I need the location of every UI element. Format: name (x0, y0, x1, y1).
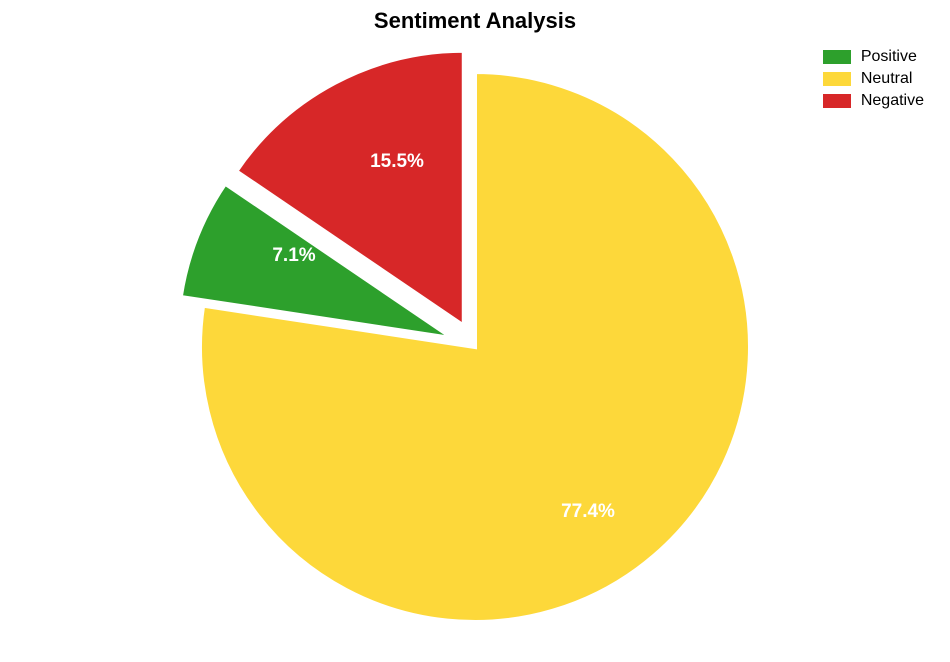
legend-swatch (823, 72, 851, 86)
chart-title: Sentiment Analysis (374, 8, 576, 34)
legend-swatch (823, 50, 851, 64)
legend-swatch (823, 94, 851, 108)
slice-label-negative: 15.5% (370, 151, 424, 172)
legend-label: Neutral (861, 70, 913, 88)
legend-item-positive: Positive (823, 48, 924, 66)
legend-label: Positive (861, 48, 917, 66)
pie-chart: 77.4% 7.1% 15.5% (0, 52, 950, 652)
legend-label: Negative (861, 92, 924, 110)
legend-item-negative: Negative (823, 92, 924, 110)
legend: Positive Neutral Negative (823, 48, 924, 114)
slice-label-neutral: 77.4% (561, 501, 615, 522)
legend-item-neutral: Neutral (823, 70, 924, 88)
slice-label-positive: 7.1% (272, 245, 315, 266)
